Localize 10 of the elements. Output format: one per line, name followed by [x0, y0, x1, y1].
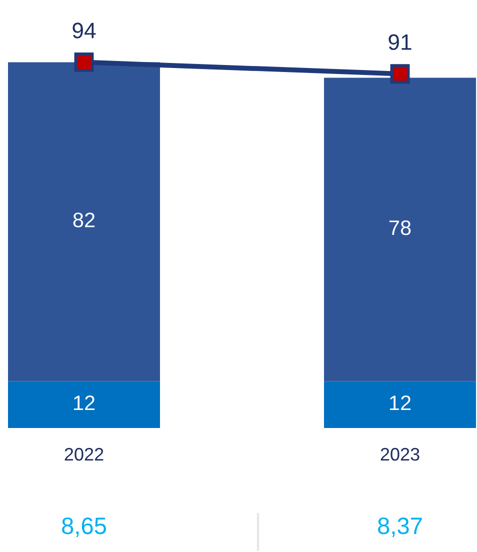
- text: 8,65: [62, 518, 106, 538]
- x-tick-label: 2022: [64, 448, 104, 461]
- x-tick-label: 2023: [380, 448, 420, 461]
- data-label: 91: [388, 34, 412, 50]
- data-label: 12: [390, 395, 411, 410]
- data-label: 82: [73, 212, 95, 228]
- data-label: 12: [74, 395, 95, 410]
- text: 8,37: [378, 518, 422, 538]
- data-label: 94: [72, 22, 96, 38]
- data-label: 78: [389, 220, 411, 236]
